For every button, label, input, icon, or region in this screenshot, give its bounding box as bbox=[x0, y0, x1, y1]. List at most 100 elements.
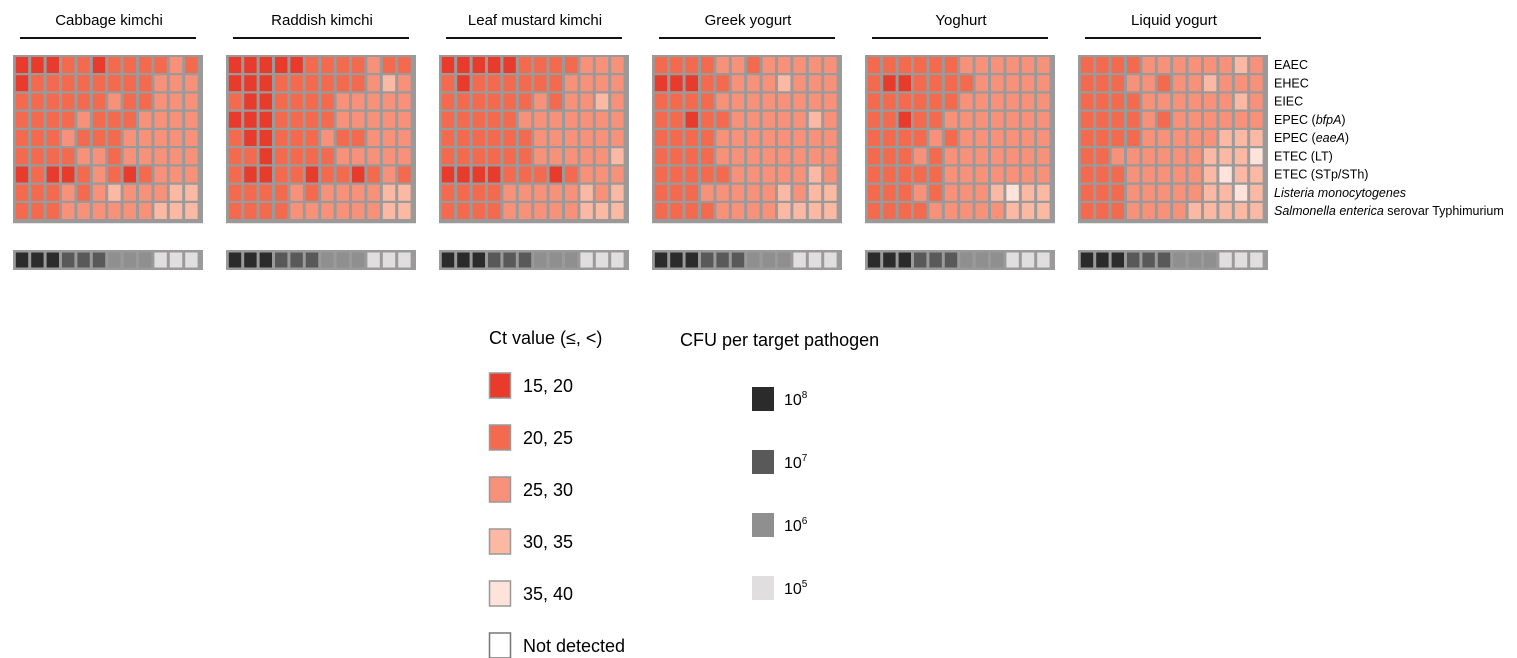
heatmap-cell bbox=[1111, 111, 1124, 128]
cfu-legend-base: 10 bbox=[784, 581, 802, 598]
cfu-cell bbox=[457, 252, 470, 268]
heatmap-cell bbox=[654, 75, 668, 92]
cfu-cell bbox=[441, 252, 455, 268]
heatmap-cell bbox=[259, 203, 272, 219]
heatmap-cell bbox=[305, 111, 319, 128]
heatmap-cell bbox=[778, 130, 791, 146]
heatmap-cell bbox=[898, 203, 911, 219]
cfu-legend-label: 106 bbox=[784, 516, 808, 535]
heatmap-cell bbox=[398, 57, 411, 73]
heatmap-cell bbox=[534, 203, 547, 219]
heatmap-cell bbox=[77, 203, 90, 219]
heatmap-cell bbox=[457, 148, 470, 165]
heatmap-cell bbox=[457, 75, 470, 92]
heatmap-cell bbox=[1157, 57, 1171, 73]
heatmap-cell bbox=[123, 57, 136, 73]
heatmap-cell bbox=[398, 166, 411, 183]
panels-group: Cabbage kimchi Raddish kimchi Leaf mustard… bbox=[13, 12, 1268, 270]
heatmap-cell bbox=[457, 130, 470, 146]
cfu-cell bbox=[1173, 252, 1186, 268]
heatmap-cell bbox=[944, 203, 958, 219]
heatmap-cell bbox=[1250, 75, 1263, 92]
cfu-legend-title: CFU per target pathogen bbox=[680, 330, 879, 350]
heatmap-cell bbox=[352, 184, 365, 201]
heatmap-cell bbox=[1021, 148, 1035, 165]
heatmap-cell bbox=[31, 184, 44, 201]
heatmap-cell bbox=[154, 57, 167, 73]
heatmap-cell bbox=[31, 93, 44, 110]
heatmap-cell bbox=[290, 111, 303, 128]
cfu-cell bbox=[154, 252, 167, 268]
heatmap-cell bbox=[123, 166, 136, 183]
heatmap-cell bbox=[1250, 203, 1263, 219]
heatmap-cell bbox=[503, 148, 516, 165]
heatmap-cell bbox=[321, 57, 334, 73]
heatmap-cell bbox=[1234, 166, 1248, 183]
heatmap-cell bbox=[793, 111, 806, 128]
heatmap-cell bbox=[1080, 93, 1094, 110]
heatmap-cell bbox=[1188, 57, 1201, 73]
heatmap-cell bbox=[244, 111, 257, 128]
heatmap-cell bbox=[1096, 75, 1109, 92]
ct-legend-swatch bbox=[488, 632, 512, 658]
heatmap-cell bbox=[960, 203, 973, 219]
heatmap-cell bbox=[991, 148, 1004, 165]
heatmap-cell bbox=[108, 75, 121, 92]
heatmap-cell bbox=[336, 93, 349, 110]
heatmap-cell bbox=[1234, 111, 1248, 128]
heatmap-cell bbox=[123, 75, 136, 92]
heatmap-cell bbox=[503, 184, 516, 201]
heatmap-cell bbox=[457, 57, 470, 73]
row-label-part: Salmonella enterica bbox=[1274, 204, 1384, 218]
heatmap-cell bbox=[259, 148, 272, 165]
cfu-legend-label: 107 bbox=[784, 453, 808, 472]
heatmap-cell bbox=[549, 148, 562, 165]
heatmap-cell bbox=[883, 57, 896, 73]
heatmap-cell bbox=[1173, 75, 1186, 92]
heatmap-cell bbox=[77, 166, 90, 183]
heatmap-cell bbox=[305, 148, 319, 165]
heatmap-cell bbox=[762, 93, 775, 110]
cfu-cell bbox=[1204, 252, 1217, 268]
heatmap-cell bbox=[914, 93, 927, 110]
heatmap-cell bbox=[975, 57, 988, 73]
heatmap-cell bbox=[1021, 93, 1035, 110]
heatmap-cell bbox=[944, 148, 958, 165]
heatmap-cell bbox=[472, 93, 485, 110]
heatmap-cell bbox=[716, 184, 729, 201]
cfu-cell bbox=[398, 252, 411, 268]
heatmap-cell bbox=[15, 184, 29, 201]
heatmap-cell bbox=[169, 203, 183, 219]
heatmap-cell bbox=[321, 184, 334, 201]
heatmap-cell bbox=[1037, 93, 1050, 110]
heatmap-cell bbox=[580, 75, 593, 92]
heatmap-cell bbox=[960, 93, 973, 110]
heatmap-cell bbox=[169, 111, 183, 128]
heatmap-cell bbox=[367, 203, 380, 219]
cfu-cell bbox=[960, 252, 973, 268]
ct-legend-label: 25, 30 bbox=[523, 480, 573, 500]
heatmap-cell bbox=[991, 93, 1004, 110]
cfu-cell bbox=[46, 252, 59, 268]
heatmap-cell bbox=[595, 166, 609, 183]
heatmap-cell bbox=[549, 93, 562, 110]
cfu-cell bbox=[1219, 252, 1232, 268]
cfu-cell bbox=[503, 252, 516, 268]
heatmap-cell bbox=[595, 203, 609, 219]
heatmap-cell bbox=[762, 111, 775, 128]
cfu-cell bbox=[716, 252, 729, 268]
cfu-cell bbox=[929, 252, 942, 268]
heatmap-cell bbox=[549, 203, 562, 219]
heatmap-cell bbox=[1021, 75, 1035, 92]
heatmap-cell bbox=[762, 57, 775, 73]
heatmap-cell bbox=[1188, 130, 1201, 146]
heatmap-cell bbox=[960, 148, 973, 165]
heatmap-cell bbox=[611, 130, 624, 146]
heatmap-cell bbox=[1021, 111, 1035, 128]
cfu-cell bbox=[77, 252, 90, 268]
heatmap-cell bbox=[1080, 184, 1094, 201]
heatmap-cell bbox=[991, 203, 1004, 219]
heatmap-cell bbox=[336, 75, 349, 92]
heatmap-cell bbox=[472, 203, 485, 219]
heatmap-cell bbox=[944, 184, 958, 201]
